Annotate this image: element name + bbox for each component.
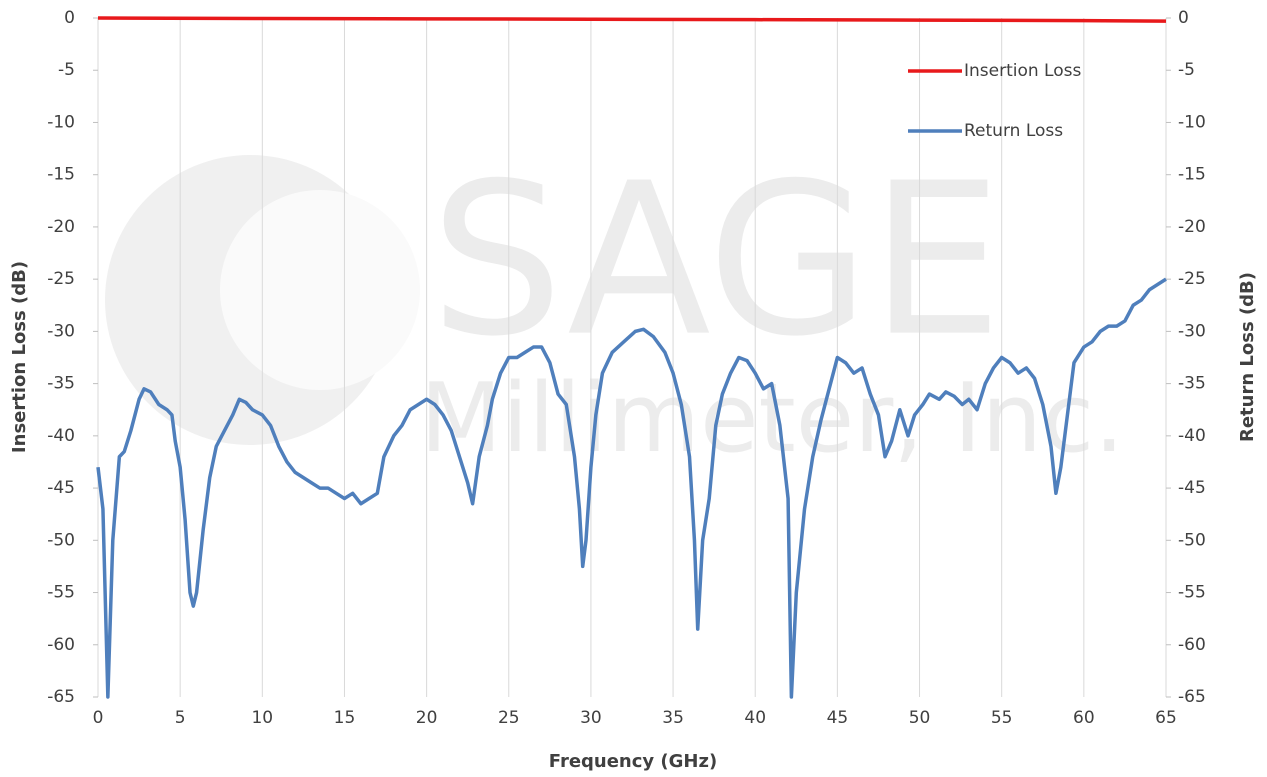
y2-tick-label: -35 [1178, 374, 1206, 394]
x-tick-label: 30 [580, 708, 602, 728]
y2-tick-label: -45 [1178, 478, 1206, 498]
x-tick-label: 45 [827, 708, 849, 728]
y-tick-label: -25 [47, 269, 75, 289]
x-tick-label: 0 [93, 708, 104, 728]
watermark: SAGE Millimeter, Inc. [105, 138, 1124, 474]
x-tick-label: 10 [251, 708, 273, 728]
y2-tick-label: -50 [1178, 530, 1206, 550]
legend-label: Insertion Loss [964, 61, 1081, 81]
y2-axis-title: Return Loss (dB) [1237, 272, 1258, 442]
y2-tick-label: -5 [1178, 60, 1195, 80]
y2-tick-label: -55 [1178, 583, 1206, 603]
y-tick-label: -55 [47, 583, 75, 603]
y2-tick-label: -40 [1178, 426, 1206, 446]
series-line [97, 16, 1167, 23]
watermark-title: SAGE [430, 138, 1003, 383]
series-line [96, 277, 1167, 699]
y-axis-title: Insertion Loss (dB) [9, 261, 30, 453]
x-tick-label: 60 [1073, 708, 1095, 728]
x-tick-label: 40 [744, 708, 766, 728]
x-tick-label: 15 [334, 708, 356, 728]
y-tick-label: -20 [47, 217, 75, 237]
x-tick-label: 65 [1155, 708, 1177, 728]
x-tick-label: 35 [662, 708, 684, 728]
y2-tick-label: -10 [1178, 112, 1206, 132]
y2-tick-label: -65 [1178, 687, 1206, 707]
y-tick-label: -30 [47, 321, 75, 341]
y-tick-label: -45 [47, 478, 75, 498]
y-tick-label: -50 [47, 530, 75, 550]
y-tick-label: -60 [47, 635, 75, 655]
x-tick-label: 55 [991, 708, 1013, 728]
x-tick-label: 5 [175, 708, 186, 728]
y-tick-label: -15 [47, 165, 75, 185]
x-tick-label: 50 [909, 708, 931, 728]
y2-tick-label: 0 [1178, 8, 1189, 28]
y2-tick-label: -60 [1178, 635, 1206, 655]
watermark-logo-inner [220, 190, 420, 390]
y-tick-label: -65 [47, 687, 75, 707]
y2-tick-label: -20 [1178, 217, 1206, 237]
legend-label: Return Loss [964, 121, 1063, 141]
y2-tick-label: -15 [1178, 165, 1206, 185]
y-tick-label: -10 [47, 112, 75, 132]
x-axis-title: Frequency (GHz) [549, 751, 717, 772]
y2-tick-label: -25 [1178, 269, 1206, 289]
watermark-subtitle: Millimeter, Inc. [420, 364, 1124, 474]
y-tick-label: -40 [47, 426, 75, 446]
x-tick-label: 25 [498, 708, 520, 728]
y2-tick-label: -30 [1178, 321, 1206, 341]
x-tick-label: 20 [416, 708, 438, 728]
y-tick-label: -35 [47, 374, 75, 394]
y-tick-label: -5 [58, 60, 75, 80]
y-tick-label: 0 [64, 8, 75, 28]
